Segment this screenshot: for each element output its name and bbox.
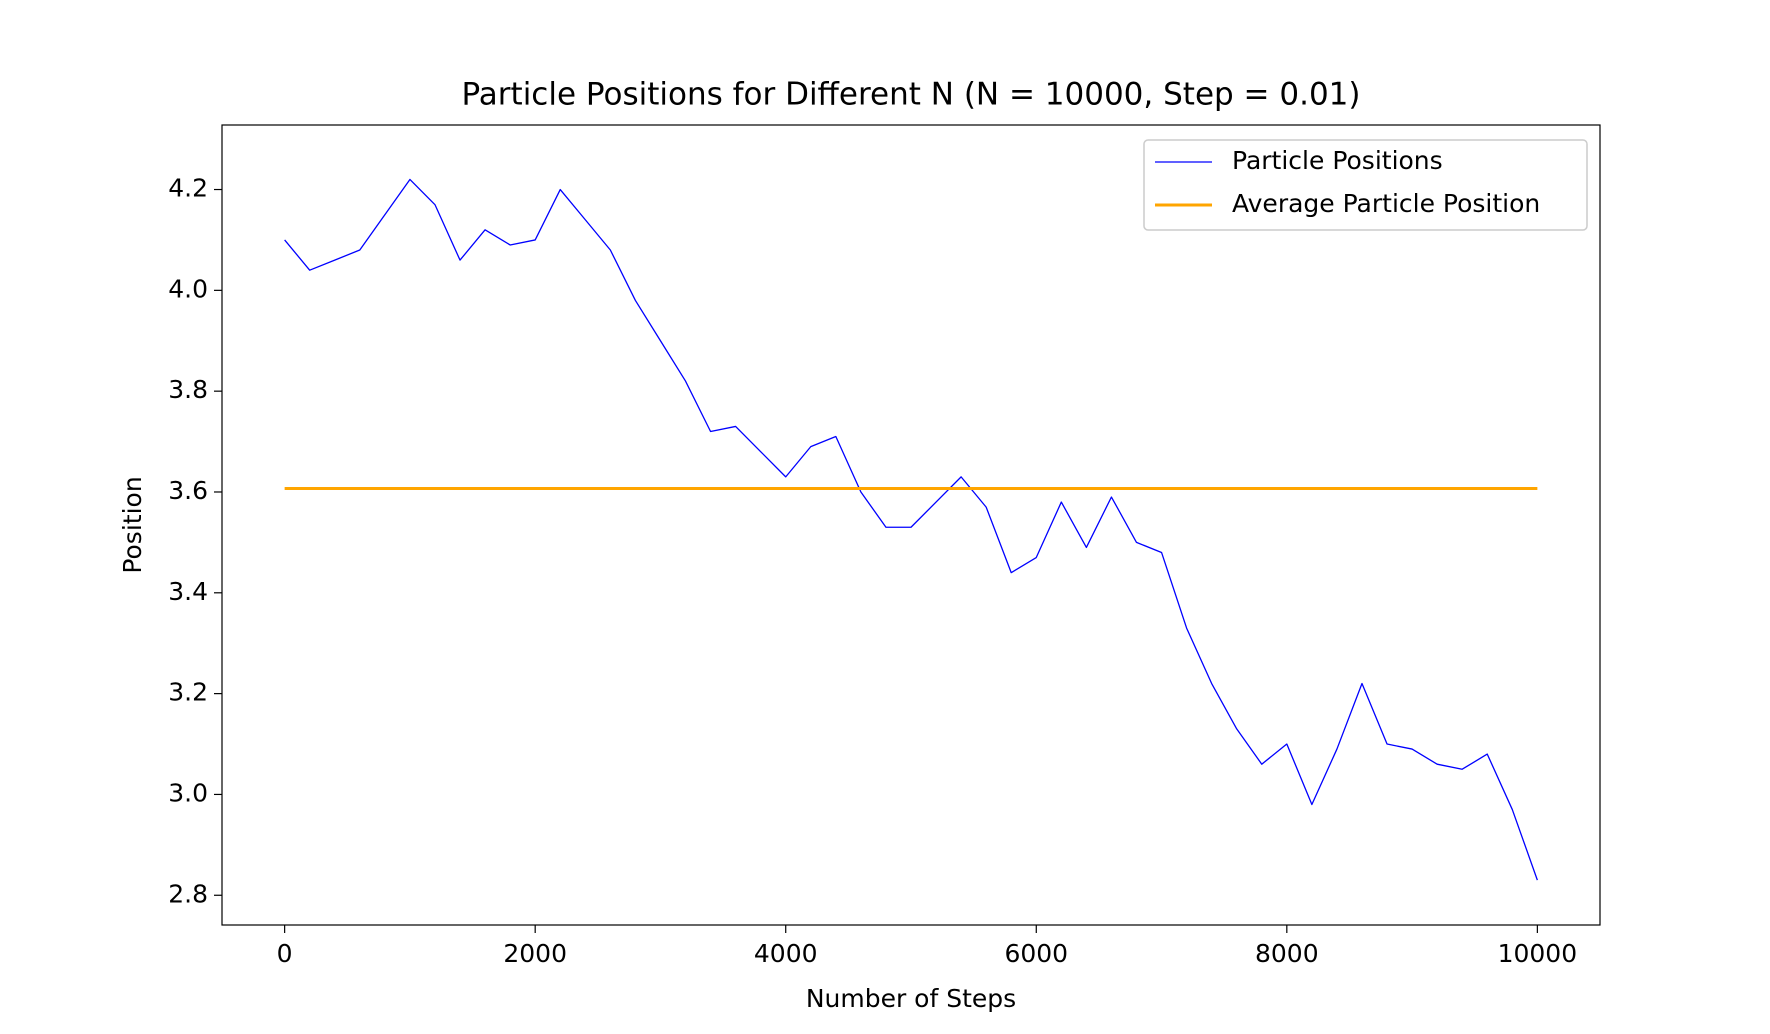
y-tick-label: 3.0: [168, 778, 208, 807]
y-tick-label: 4.0: [168, 274, 208, 303]
x-tick-label: 6000: [1004, 939, 1068, 968]
plot-frame: [221, 124, 1601, 926]
x-tick-label: 0: [277, 939, 293, 968]
y-tick-label: 3.6: [168, 476, 208, 505]
chart-title: Particle Positions for Different N (N = …: [462, 77, 1361, 113]
legend-box: [1143, 139, 1588, 231]
y-tick-label: 2.8: [168, 879, 208, 908]
y-tick-label: 3.2: [168, 678, 208, 707]
x-tick-label: 4000: [754, 939, 818, 968]
y-tick-label: 4.2: [168, 174, 208, 203]
legend-label: Particle Positions: [1232, 146, 1443, 175]
series-line: [284, 178, 1538, 881]
x-tick-label: 2000: [503, 939, 567, 968]
y-axis-label: Position: [118, 476, 147, 573]
y-tick-label: 3.4: [168, 577, 208, 606]
y-tick-label: 3.8: [168, 375, 208, 404]
x-tick-label: 8000: [1255, 939, 1319, 968]
x-axis-label: Number of Steps: [806, 984, 1016, 1013]
x-tick-label: 10000: [1498, 939, 1578, 968]
legend-label: Average Particle Position: [1232, 189, 1540, 218]
